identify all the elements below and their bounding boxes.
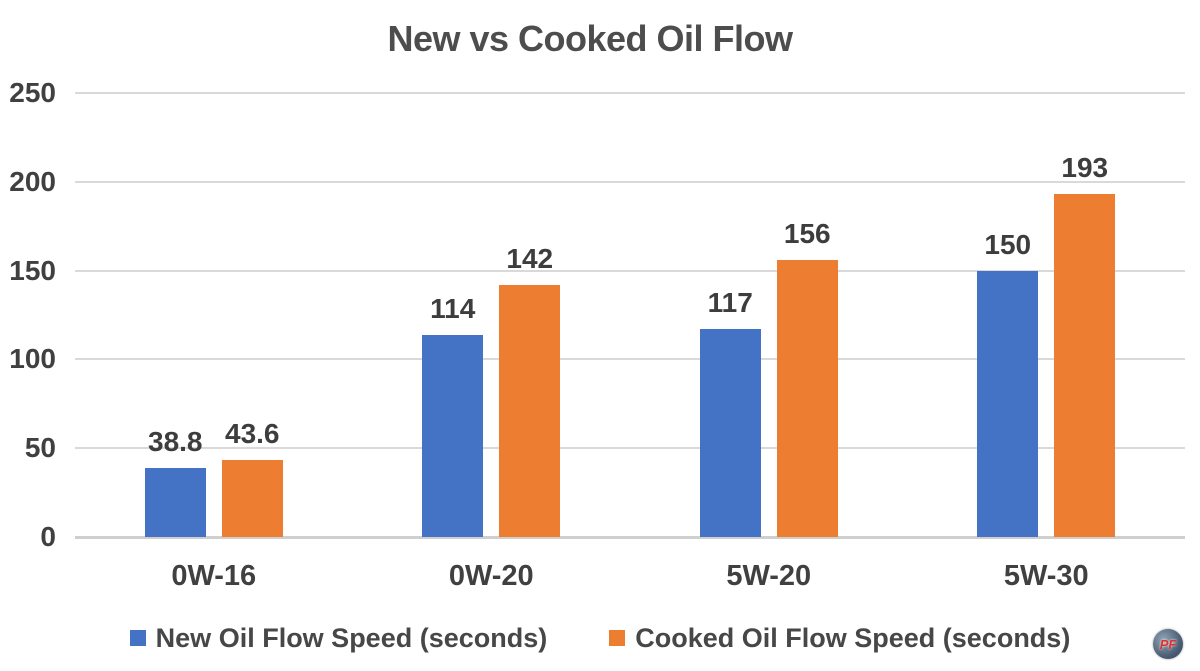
- gridline: [75, 92, 1185, 94]
- bar-cooked-oil: [499, 284, 561, 537]
- legend-label: Cooked Oil Flow Speed (seconds): [635, 622, 1071, 653]
- bar-cooked-oil: [776, 259, 838, 537]
- bar-new-oil: [977, 270, 1039, 537]
- bar-new-oil: [144, 468, 206, 537]
- legend-swatch: [609, 630, 626, 646]
- legend-item-cooked-oil: Cooked Oil Flow Speed (seconds): [609, 623, 1070, 654]
- gridline: [75, 180, 1185, 183]
- bar-value-label: 38.8: [148, 426, 203, 458]
- x-axis-category-label: 5W-20: [726, 560, 812, 592]
- bar-value-label: 150: [984, 228, 1032, 260]
- legend: New Oil Flow Speed (seconds) Cooked Oil F…: [0, 614, 1200, 662]
- y-axis-tick-label: 150: [9, 254, 56, 286]
- bar-cooked-oil: [1054, 194, 1116, 537]
- y-axis-tick-label: 250: [9, 77, 56, 108]
- bar-value-label: 43.6: [225, 417, 280, 449]
- gridline: [75, 269, 1185, 272]
- legend-swatch: [129, 630, 146, 646]
- pf-logo-icon: PF: [1153, 629, 1183, 659]
- gridline: [75, 358, 1185, 361]
- bar-value-label: 117: [707, 287, 753, 319]
- bar-new-oil: [699, 329, 761, 537]
- legend-item-new-oil: New Oil Flow Speed (seconds): [129, 622, 548, 654]
- x-axis-line: [75, 536, 1185, 539]
- y-axis-tick-label: 0: [40, 521, 56, 552]
- bar-value-label: 193: [1061, 152, 1109, 184]
- bar-value-label: 114: [430, 292, 476, 324]
- x-axis-category-label: 5W-30: [1003, 560, 1089, 592]
- x-axis-category-label: 0W-20: [448, 560, 534, 592]
- bar-cooked-oil: [221, 459, 283, 537]
- bar-new-oil: [422, 334, 484, 537]
- x-axis-category-label: 0W-16: [171, 560, 257, 592]
- y-axis-tick-label: 200: [9, 165, 56, 197]
- chart-title: New vs Cooked Oil Flow: [387, 18, 793, 59]
- y-axis-tick-label: 100: [9, 343, 56, 375]
- bar-value-label: 156: [783, 217, 831, 249]
- gridline: [75, 447, 1185, 450]
- legend-label: New Oil Flow Speed (seconds): [155, 622, 548, 653]
- y-axis-tick-label: 50: [24, 432, 56, 464]
- bar-value-label: 142: [506, 242, 554, 274]
